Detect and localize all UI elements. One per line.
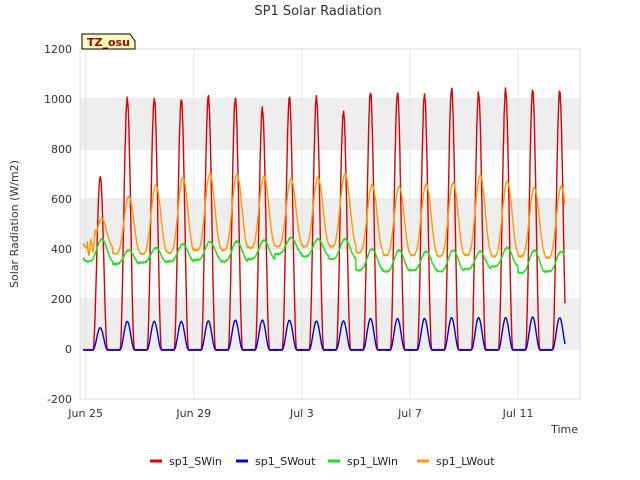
y-tick-label: 200 [51, 293, 72, 306]
legend-label: sp1_LWout [436, 455, 495, 468]
chart-title: SP1 Solar Radiation [254, 4, 381, 19]
tz-badge-box [81, 33, 136, 50]
y-axis-ticks: -200 0 200 400 600 800 1000 1200 [44, 43, 72, 406]
y-axis-title: Solar Radiation (W/m2) [8, 160, 21, 288]
x-tick-label: Jul 11 [502, 407, 534, 420]
y-tick-label: 1200 [44, 43, 72, 56]
y-tick-label: 0 [65, 343, 72, 356]
y-tick-label: 800 [51, 143, 72, 156]
legend-label: sp1_SWin [169, 455, 222, 468]
x-tick-label: Jul 3 [289, 407, 314, 420]
x-tick-label: Jul 7 [397, 407, 422, 420]
legend-label: sp1_SWout [255, 455, 316, 468]
series-line-sp1_SWout [82, 316, 566, 351]
y-tick-label: -200 [47, 393, 72, 406]
tz-badge-label: TZ_osu [87, 36, 130, 49]
series-line-sp1_LWout [82, 172, 566, 259]
x-tick-label: Jun 25 [67, 407, 103, 420]
x-axis-ticks: Jun 25 Jun 29 Jul 3 Jul 7 Jul 11 [67, 407, 533, 420]
tz-badge: TZ_osu [81, 33, 136, 50]
x-axis-title: Time [550, 423, 578, 436]
plot-frame [79, 48, 581, 400]
series-lines [82, 87, 566, 352]
legend: sp1_SWin sp1_SWout sp1_LWin sp1_LWout [150, 455, 495, 468]
band-1 [80, 199, 580, 249]
legend-label: sp1_LWin [347, 455, 398, 468]
plot-background-bands [80, 99, 580, 349]
y-tick-label: 1000 [44, 93, 72, 106]
band-0 [80, 299, 580, 349]
y-tick-label: 600 [51, 193, 72, 206]
y-tick-label: 400 [51, 243, 72, 256]
series-line-sp1_LWin [82, 236, 566, 275]
x-tick-label: Jun 29 [175, 407, 211, 420]
band-2 [80, 99, 580, 149]
